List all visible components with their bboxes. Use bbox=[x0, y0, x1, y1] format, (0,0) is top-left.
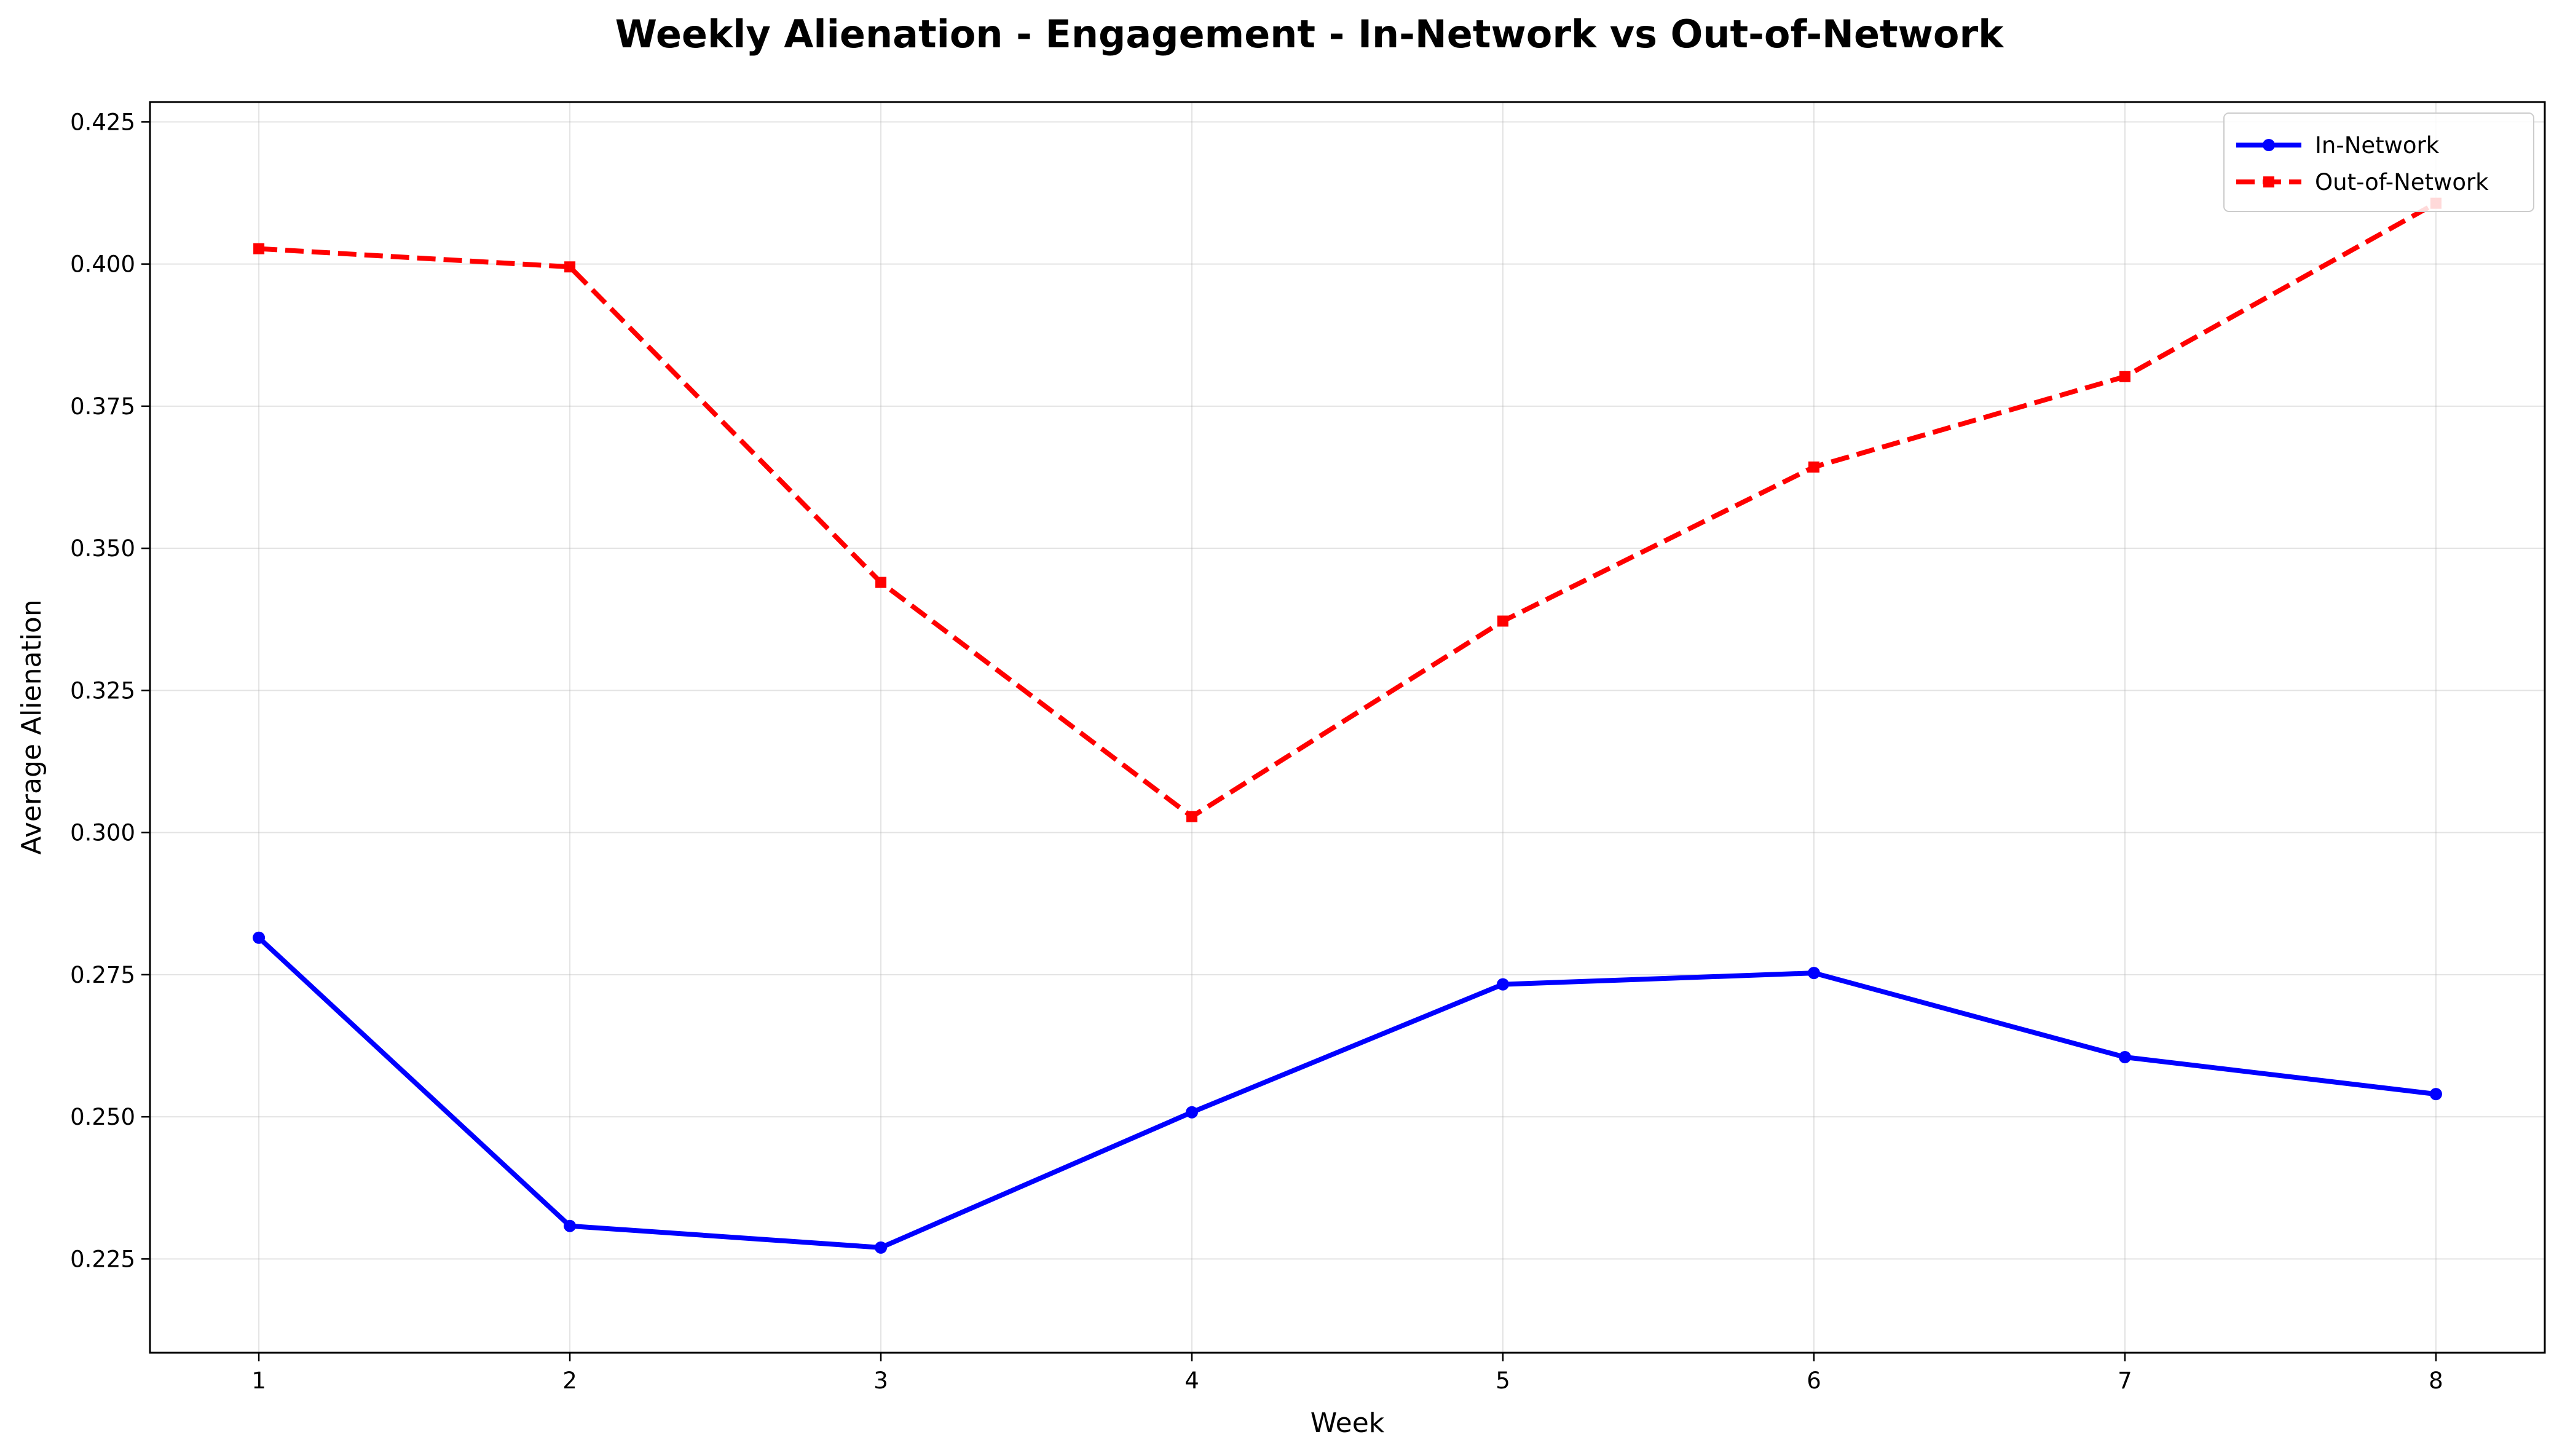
y-tick-label: 0.375 bbox=[70, 393, 135, 420]
x-tick-label: 5 bbox=[1496, 1367, 1510, 1394]
data-point bbox=[1497, 615, 1508, 627]
y-tick-label: 0.225 bbox=[70, 1246, 135, 1272]
y-tick-label: 0.325 bbox=[70, 677, 135, 704]
data-point bbox=[2118, 1051, 2131, 1063]
legend-box bbox=[2223, 112, 2534, 212]
series-layer bbox=[253, 197, 2442, 1254]
y-axis-label: Average Alienation bbox=[16, 599, 47, 854]
grid bbox=[150, 102, 2545, 1353]
data-point bbox=[2429, 1088, 2442, 1101]
data-point bbox=[1808, 461, 1819, 473]
series-line-in-network bbox=[256, 935, 2438, 1250]
y-tick-label: 0.250 bbox=[70, 1104, 135, 1130]
y-tick-label: 0.400 bbox=[70, 251, 135, 278]
chart-title: Weekly Alienation - Engagement - In-Netw… bbox=[615, 12, 2004, 57]
y-tick-label: 0.275 bbox=[70, 962, 135, 988]
legend-label-out-of-network: Out-of-Network bbox=[2315, 169, 2489, 195]
y-tick-label: 0.300 bbox=[70, 820, 135, 846]
x-tick-label: 8 bbox=[2429, 1367, 2443, 1394]
data-point bbox=[875, 1241, 888, 1254]
series-line-out-of-network bbox=[258, 201, 2437, 819]
x-tick-label: 1 bbox=[251, 1367, 266, 1394]
data-point bbox=[1496, 978, 1509, 991]
data-point bbox=[564, 261, 576, 273]
plot-frame bbox=[149, 101, 2546, 1354]
y-tick-label: 0.350 bbox=[70, 535, 135, 562]
data-point bbox=[1186, 1106, 1199, 1119]
data-point bbox=[1186, 811, 1198, 822]
legend-marker bbox=[2263, 139, 2275, 151]
legend-label-in-network: In-Network bbox=[2315, 132, 2440, 159]
y-tick-label: 0.425 bbox=[70, 109, 135, 135]
y-axis: 0.225 0.250 0.275 0.300 0.325 0.350 0.375 0.400… bbox=[70, 109, 150, 1272]
data-point bbox=[564, 1219, 577, 1232]
x-tick-label: 4 bbox=[1184, 1367, 1199, 1394]
legend-marker bbox=[2263, 176, 2274, 187]
data-point bbox=[253, 931, 266, 944]
legend: In-Network Out-of-Network bbox=[2223, 112, 2534, 212]
x-axis-label: Week bbox=[1311, 1407, 1385, 1439]
x-axis: 1 2 3 4 5 6 7 8 bbox=[251, 1353, 2443, 1394]
data-point bbox=[875, 576, 887, 588]
x-tick-label: 3 bbox=[873, 1367, 888, 1394]
x-tick-label: 6 bbox=[1807, 1367, 1821, 1394]
data-point bbox=[253, 243, 265, 254]
data-point bbox=[1807, 967, 1820, 980]
series-in-network bbox=[253, 931, 2442, 1254]
x-tick-label: 2 bbox=[562, 1367, 577, 1394]
data-point bbox=[2119, 371, 2130, 382]
x-tick-label: 7 bbox=[2118, 1367, 2132, 1394]
